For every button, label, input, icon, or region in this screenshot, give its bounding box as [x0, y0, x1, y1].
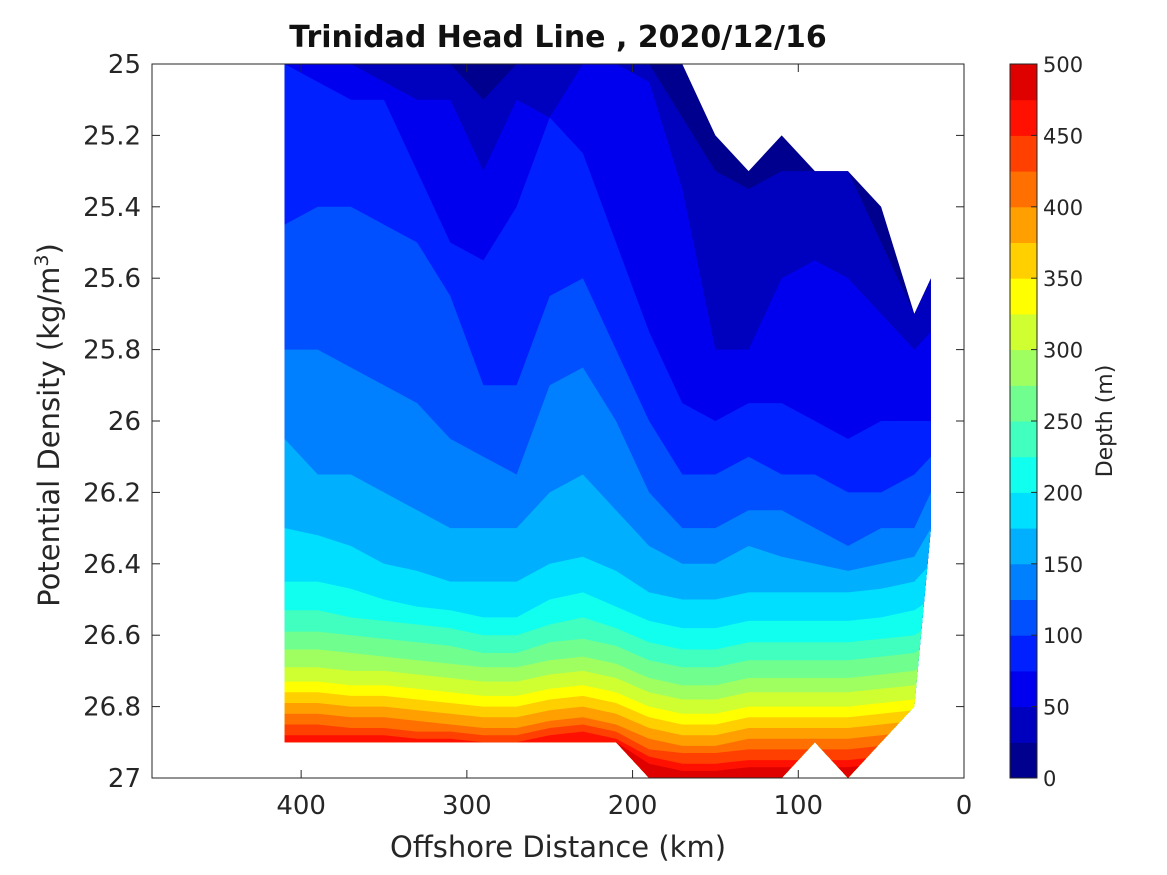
y-tick-label: 26 [108, 407, 141, 437]
colorbar-swatch [1010, 492, 1037, 529]
colorbar-swatch [1010, 64, 1037, 101]
x-tick-label: 200 [608, 791, 658, 821]
contour-fill-layers [284, 64, 931, 778]
colorbar-swatch [1010, 135, 1037, 172]
y-tick-label: 26.2 [83, 478, 141, 508]
colorbar-tick-label: 150 [1043, 553, 1083, 577]
colorbar-swatch [1010, 563, 1037, 600]
colorbar-swatch [1010, 313, 1037, 351]
colorbar-swatch [1010, 456, 1037, 493]
x-axis-ticks: 400 300 200 100 0 [276, 64, 972, 821]
y-axis-label-text: Potential Density (kg/m [32, 267, 66, 607]
colorbar-swatch [1010, 349, 1037, 386]
colorbar-swatch [1010, 171, 1037, 208]
colorbar-tick-label: 300 [1043, 339, 1083, 363]
y-axis-label-superscript: 3 [31, 254, 53, 266]
y-tick-label: 25 [108, 50, 141, 80]
y-axis-label-close: ) [32, 243, 66, 254]
colorbar-swatch [1010, 385, 1037, 422]
colorbar-swatch [1010, 528, 1037, 565]
colorbar-tick-label: 100 [1043, 624, 1083, 648]
y-tick-label: 27 [108, 764, 141, 794]
x-tick-label: 100 [773, 791, 823, 821]
colorbar-swatch [1010, 706, 1037, 743]
colorbar-swatch [1010, 99, 1037, 136]
x-tick-label: 0 [956, 791, 973, 821]
y-tick-label: 25.2 [83, 121, 141, 151]
y-tick-label: 26.8 [83, 693, 141, 723]
y-tick-label: 25.8 [83, 336, 141, 366]
colorbar-swatch [1010, 421, 1037, 458]
x-tick-label: 400 [276, 791, 326, 821]
colorbar-tick-label: 200 [1043, 481, 1083, 505]
colorbar-tick-label: 250 [1043, 410, 1083, 434]
colorbar-label: Depth (m) [1093, 365, 1118, 478]
colorbar-tick-label: 500 [1043, 53, 1083, 77]
y-tick-label: 26.4 [83, 550, 141, 580]
x-tick-label: 300 [442, 791, 492, 821]
x-axis-label: Offshore Distance (km) [390, 830, 726, 864]
colorbar-tick-label: 0 [1043, 767, 1056, 791]
colorbar-swatch [1010, 206, 1037, 243]
y-tick-label: 26.6 [83, 621, 141, 651]
colorbar-tick-label: 350 [1043, 267, 1083, 291]
colorbar [1010, 64, 1037, 779]
y-tick-label: 25.6 [83, 264, 141, 294]
colorbar-swatch [1010, 278, 1037, 315]
colorbar-swatch [1010, 242, 1037, 279]
y-tick-label: 25.4 [83, 193, 141, 223]
colorbar-swatch [1010, 599, 1037, 636]
colorbar-ticks: 0 50 100 150 200 250 300 350 400 450 500 [1031, 53, 1083, 791]
colorbar-tick-label: 450 [1043, 124, 1083, 148]
chart-title: Trinidad Head Line , 2020/12/16 [289, 20, 826, 55]
colorbar-swatch [1010, 670, 1037, 708]
colorbar-tick-label: 400 [1043, 196, 1083, 220]
colorbar-swatch [1010, 635, 1037, 672]
y-axis-label: Potential Density (kg/m3) [31, 243, 66, 607]
colorbar-swatch [1010, 742, 1037, 779]
y-axis-ticks: 25 25.2 25.4 25.6 25.8 26 26.2 26.4 26.6 26.8 27 [83, 50, 964, 794]
colorbar-tick-label: 50 [1043, 696, 1070, 720]
